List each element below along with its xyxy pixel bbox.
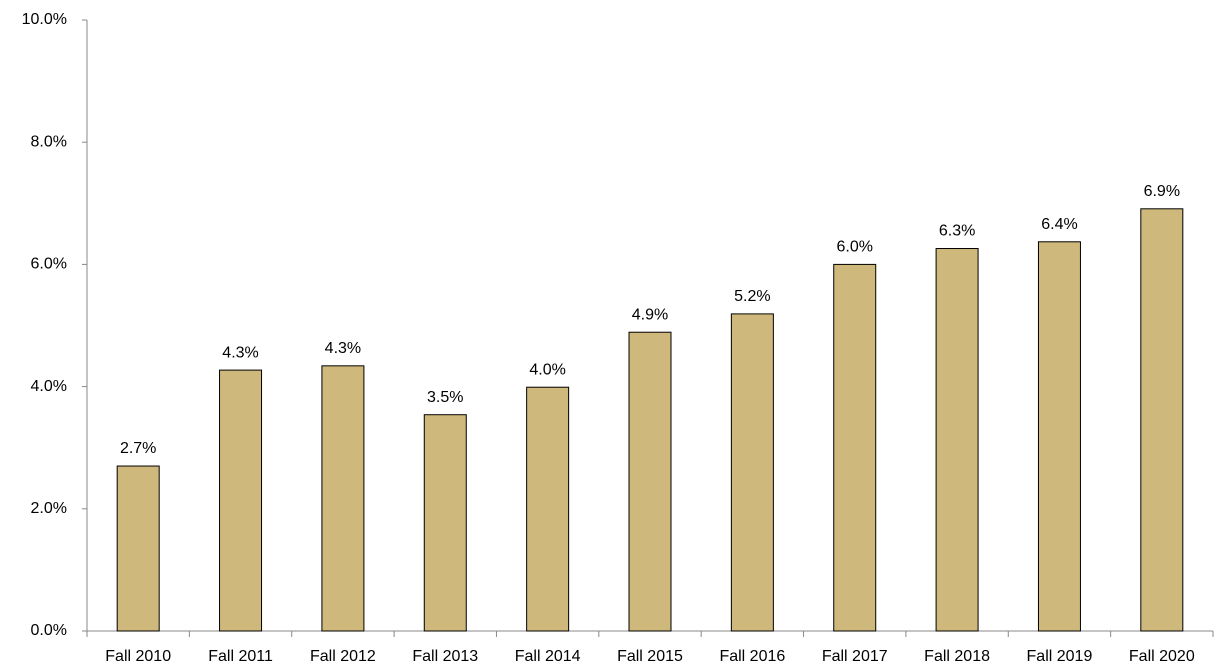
y-tick-label: 2.0% <box>31 500 67 517</box>
x-tick-label: Fall 2020 <box>1129 648 1195 665</box>
x-tick-label: Fall 2017 <box>822 648 888 665</box>
data-label: 6.4% <box>1041 216 1077 233</box>
x-tick-label: Fall 2019 <box>1027 648 1093 665</box>
y-tick-label: 8.0% <box>31 133 67 150</box>
data-label: 2.7% <box>120 440 156 457</box>
bar <box>730 313 774 632</box>
data-label: 4.3% <box>222 344 258 361</box>
y-tick-label: 4.0% <box>31 378 67 395</box>
bar <box>1140 208 1184 632</box>
bar <box>526 386 570 632</box>
x-tick-label: Fall 2014 <box>515 648 581 665</box>
x-tick-label: Fall 2015 <box>617 648 683 665</box>
x-tick-label: Fall 2011 <box>208 648 273 665</box>
y-tick-label: 6.0% <box>31 256 67 273</box>
data-label: 4.3% <box>325 340 361 357</box>
data-label: 5.2% <box>734 288 770 305</box>
data-label: 4.0% <box>529 361 565 378</box>
y-tick-label: 0.0% <box>31 622 67 639</box>
x-tick-label: Fall 2018 <box>924 648 990 665</box>
data-label: 4.9% <box>632 306 668 323</box>
x-tick-label: Fall 2012 <box>310 648 376 665</box>
bar <box>833 263 877 632</box>
x-tick-label: Fall 2013 <box>412 648 478 665</box>
bar <box>1037 241 1081 632</box>
data-label: 6.0% <box>836 239 872 256</box>
data-label: 6.3% <box>939 223 975 240</box>
y-tick-label: 10.0% <box>22 11 67 28</box>
bar <box>935 248 979 632</box>
bar <box>219 369 263 632</box>
bar <box>423 414 467 632</box>
data-label: 3.5% <box>427 389 463 406</box>
x-tick-label: Fall 2010 <box>105 648 171 665</box>
bar <box>628 331 672 632</box>
x-tick-label: Fall 2016 <box>719 648 785 665</box>
bar <box>321 365 365 632</box>
bar <box>116 465 160 632</box>
data-label: 6.9% <box>1144 183 1180 200</box>
